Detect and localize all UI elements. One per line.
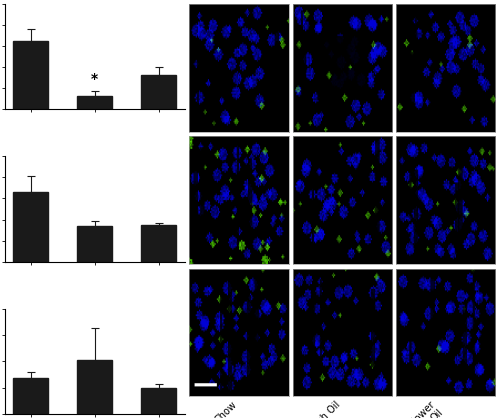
Bar <box>77 360 112 414</box>
X-axis label: Fish Oil: Fish Oil <box>310 399 342 418</box>
Bar <box>77 226 112 262</box>
Bar <box>141 388 176 414</box>
X-axis label: Safflower
Oil: Safflower Oil <box>398 399 446 418</box>
Bar <box>13 378 49 414</box>
X-axis label: Chow: Chow <box>213 399 239 418</box>
Bar <box>77 96 112 109</box>
Bar <box>13 41 49 109</box>
Bar <box>141 74 176 109</box>
Bar <box>13 192 49 262</box>
Text: *: * <box>91 72 98 86</box>
Bar <box>141 225 176 262</box>
